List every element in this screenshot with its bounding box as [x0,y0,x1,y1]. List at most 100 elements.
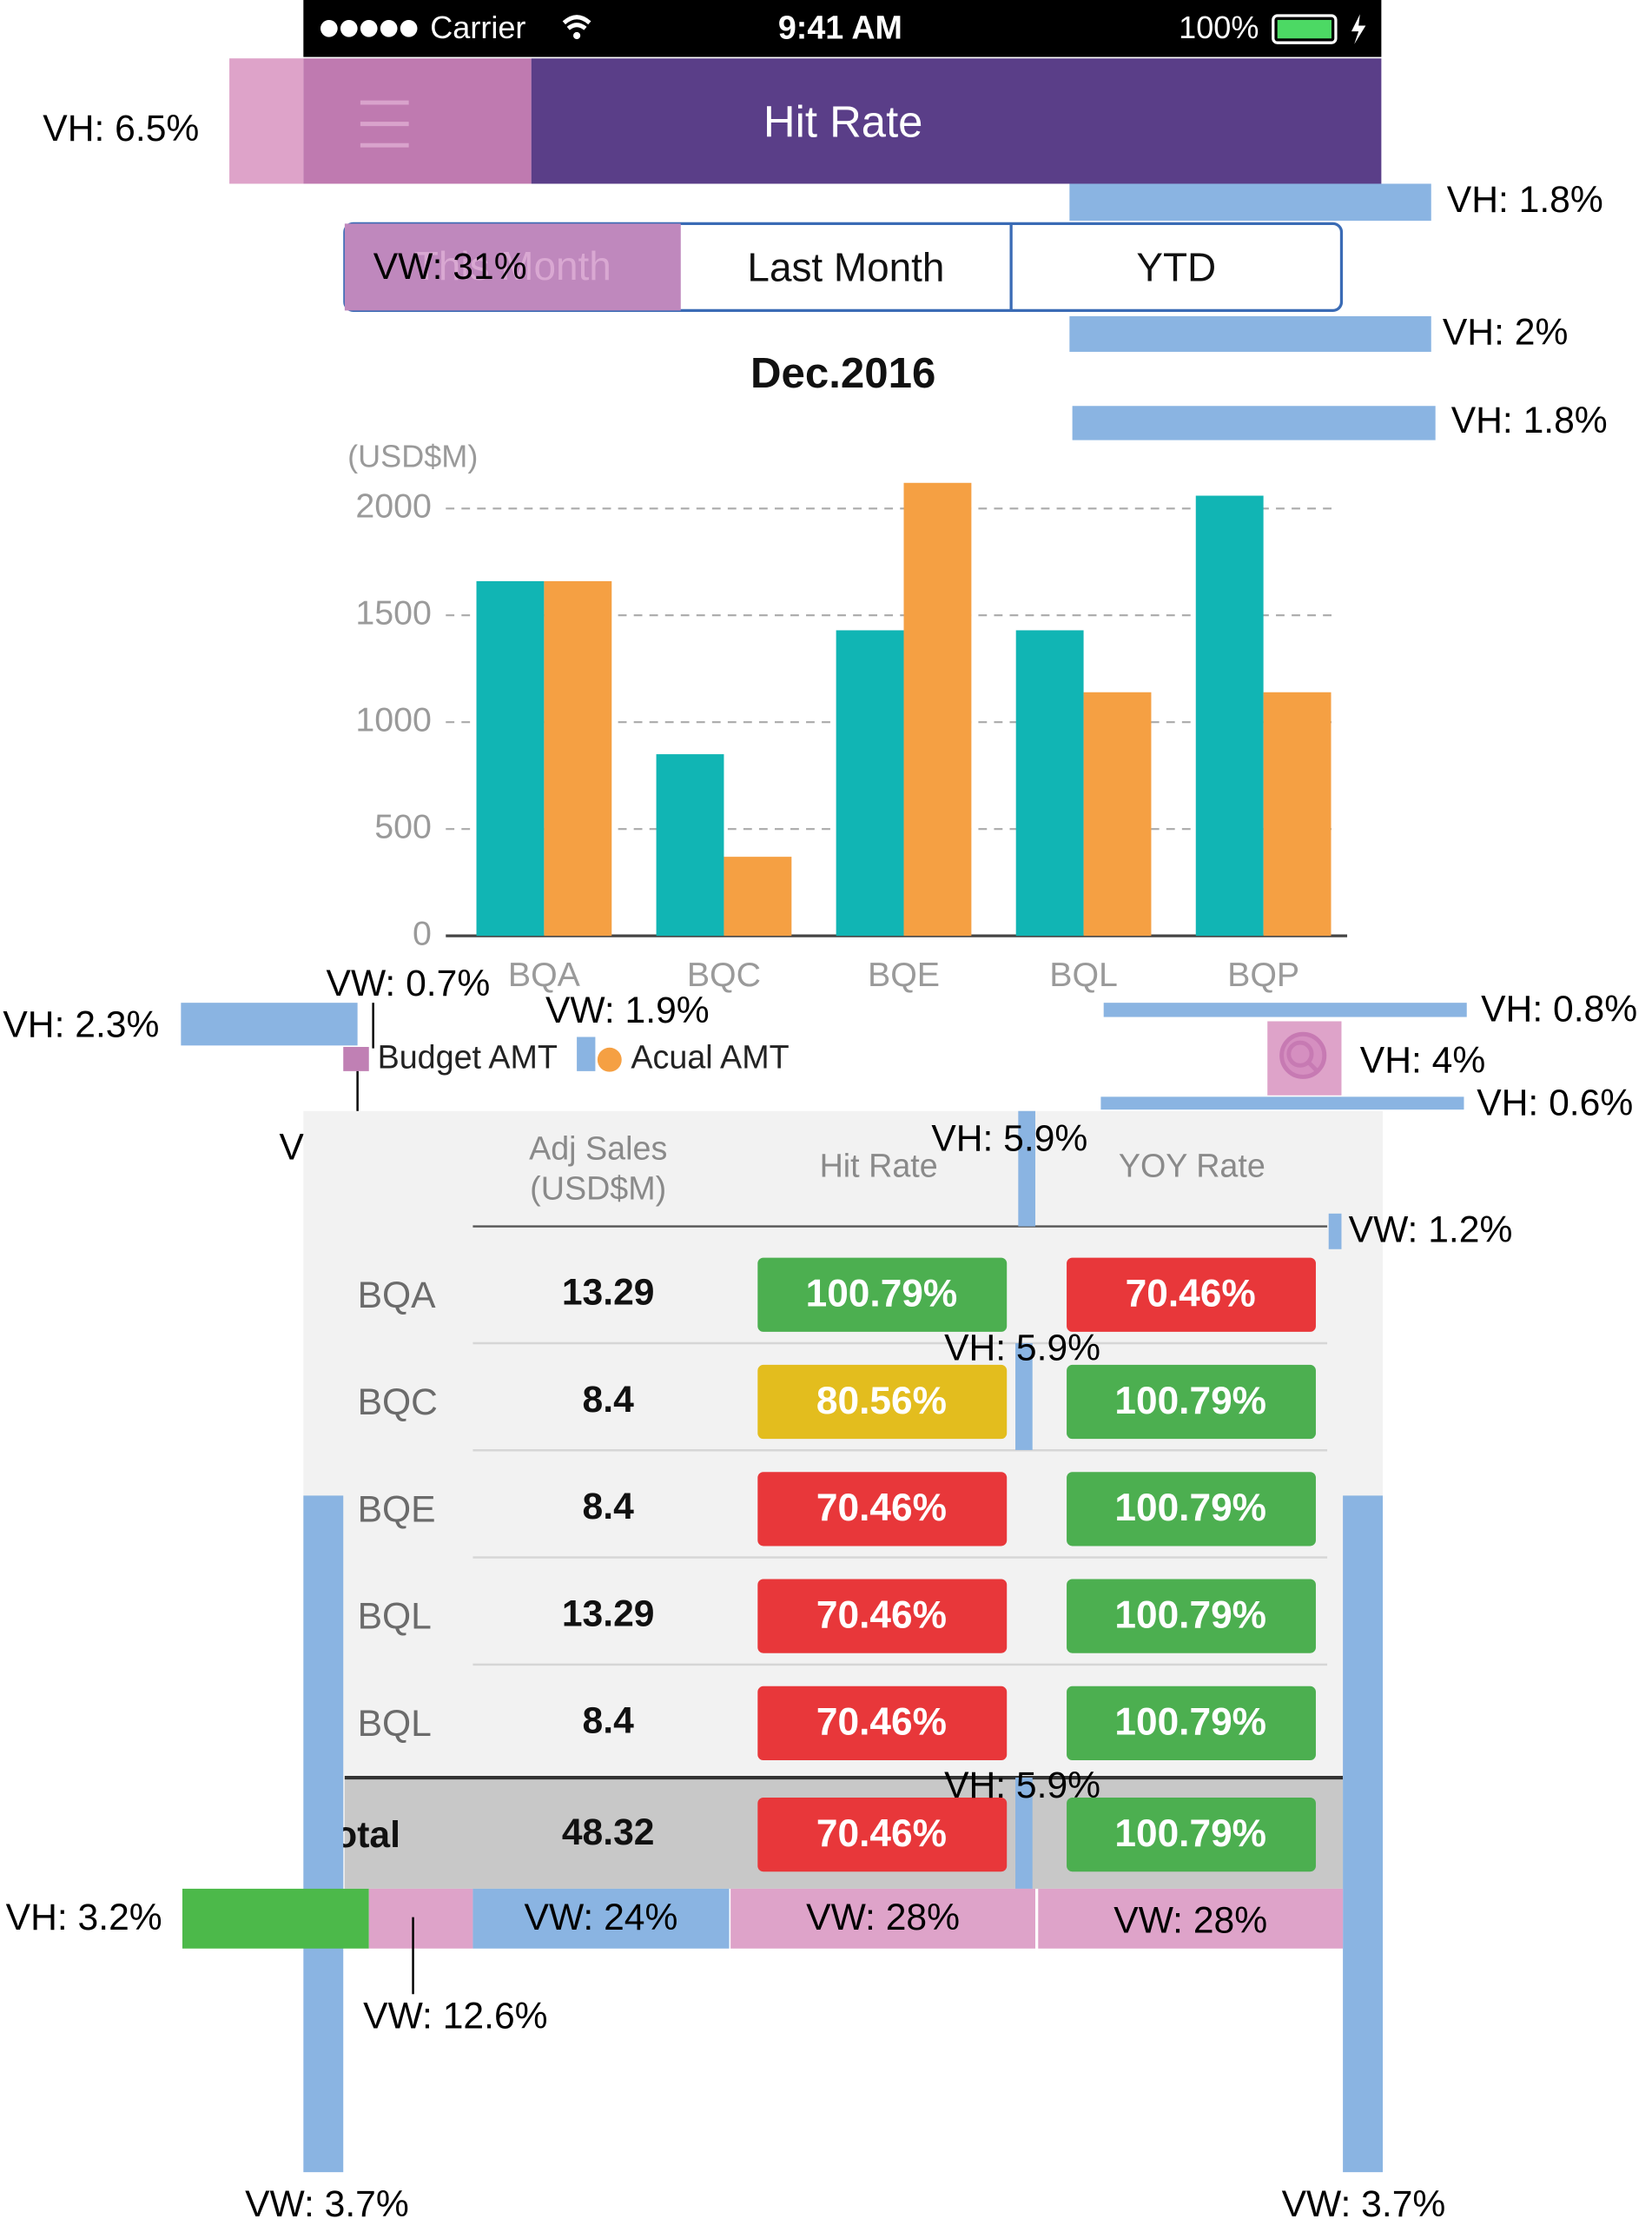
rate-value: 100.79% [1114,1380,1266,1422]
rate-value: 100.79% [1114,1701,1266,1744]
y-tick-label: 0 [413,915,432,953]
annotation: VH: 5.9% [944,1765,1100,1806]
line [1307,1061,1320,1075]
row-label: BQL [358,1596,432,1638]
table-header: Hit Rate [820,1147,938,1183]
carrier: Carrier [430,10,525,45]
annotation: VH: 5.9% [931,1117,1087,1159]
column-width-bar [730,1888,1035,1949]
spacing-bar [1069,183,1431,222]
circle [320,19,338,37]
legend-swatch [343,1046,369,1071]
menu-button[interactable] [360,100,409,148]
bar-chart: 0 500 1000 1500 2000 BQA BQC BQE BQL BQP [355,482,1348,994]
y-tick-label: 2000 [355,487,432,526]
rate-badge [757,1686,1008,1761]
annotation: VH: 2.3% [3,1003,159,1045]
tab-label[interactable]: YTD [1136,245,1216,290]
bar [476,580,545,937]
annotation: VH: 1.8% [1451,400,1608,441]
spacing-bar [182,1888,369,1949]
sales-value: 13.29 [562,1593,655,1634]
rate-badge [1067,1472,1316,1547]
tab-label: This Month [414,243,611,288]
table-header: Adj Sales [529,1130,667,1167]
circle [360,19,378,37]
spacing-bar [1103,1003,1467,1017]
bar [1015,630,1084,937]
legend-label: Budget AMT [378,1039,558,1076]
annotation: VW: 0.7% [327,963,491,1004]
sales-value: 8.4 [583,1700,635,1742]
spacing-bar [181,1003,358,1046]
signal-dots [320,19,418,37]
rate-badge [757,1257,1008,1332]
spacing-bar [577,1037,596,1071]
rate-value: 70.46% [1126,1273,1256,1315]
tab-selected[interactable] [344,223,681,311]
rate-value: 100.79% [1114,1487,1266,1529]
x-tick-label: BQC [687,956,761,994]
y-tick-label: 500 [374,808,432,846]
sales-value: 8.4 [583,1379,635,1421]
spacing-overlay [229,58,304,184]
column-width-bar [472,1888,730,1949]
circle [400,19,418,37]
row-label: BQC [358,1381,438,1423]
column-width-bar [1038,1888,1344,1949]
spacing-bar [1328,1213,1342,1249]
bar [1195,495,1264,937]
time: 9:41 AM [778,9,902,45]
spacing-bar [1069,315,1431,352]
x-tick-label: BQP [1227,956,1299,994]
bar [724,857,792,937]
annotation: VH: 6.5% [43,108,199,149]
row-label: BQL [358,1703,432,1745]
circle [1286,1040,1314,1068]
rate-badge [757,1472,1008,1547]
row-label: BQA [358,1275,437,1316]
nav-title: Hit Rate [763,97,923,147]
tab-label[interactable]: Last Month [747,245,944,290]
rate-value: 70.46% [816,1487,947,1529]
charging-icon [1351,14,1366,44]
total-cells: Total 48.32 70.46% 100.79% [314,1797,1316,1872]
annotation: VW: 28% [1113,1900,1267,1942]
spacing-bar [303,1495,344,2173]
circle [380,19,398,37]
spacing-bar [1015,1778,1033,1889]
annotation: VH: 0.8% [1481,988,1637,1030]
rate-value: 70.46% [816,1701,947,1744]
table-header: (USD$M) [530,1170,666,1207]
rate-value: 100.79% [1114,1812,1266,1855]
status-bar [303,0,1382,57]
rate-badge [1067,1797,1316,1872]
bar [1263,692,1332,937]
unit-label: (USD$M) [347,438,478,474]
rate-badge [1067,1257,1316,1332]
rate-badge [1067,1579,1316,1653]
sales-value: 48.32 [562,1811,655,1853]
annotation: VW: 3.7% [245,2183,409,2225]
row-label: BQE [358,1488,436,1530]
spacing-bar [1072,406,1436,440]
rate-badge [1067,1686,1316,1761]
annotation: VW: 12.6% [363,1995,547,2037]
bar [1083,692,1152,937]
sales-value: 13.29 [562,1272,655,1314]
annotation: VW: 3.7% [1282,2183,1446,2225]
search-button[interactable] [1279,1031,1327,1079]
annotation: VH: 1.8% [1447,179,1603,221]
sales-value: 8.4 [583,1486,635,1527]
legend-label: Acual AMT [631,1039,789,1076]
annotation: VW: 1.2% [1349,1209,1513,1250]
rate-value: 80.56% [816,1380,947,1422]
rate-badge [757,1364,1008,1440]
y-tick-label: 1000 [355,701,432,739]
bar [544,580,612,937]
annotation: VH: 4% [1360,1039,1485,1081]
battery-text: 100% [1179,10,1259,45]
annotation: VH: 2% [1443,312,1568,354]
rate-value: 70.46% [816,1593,947,1636]
